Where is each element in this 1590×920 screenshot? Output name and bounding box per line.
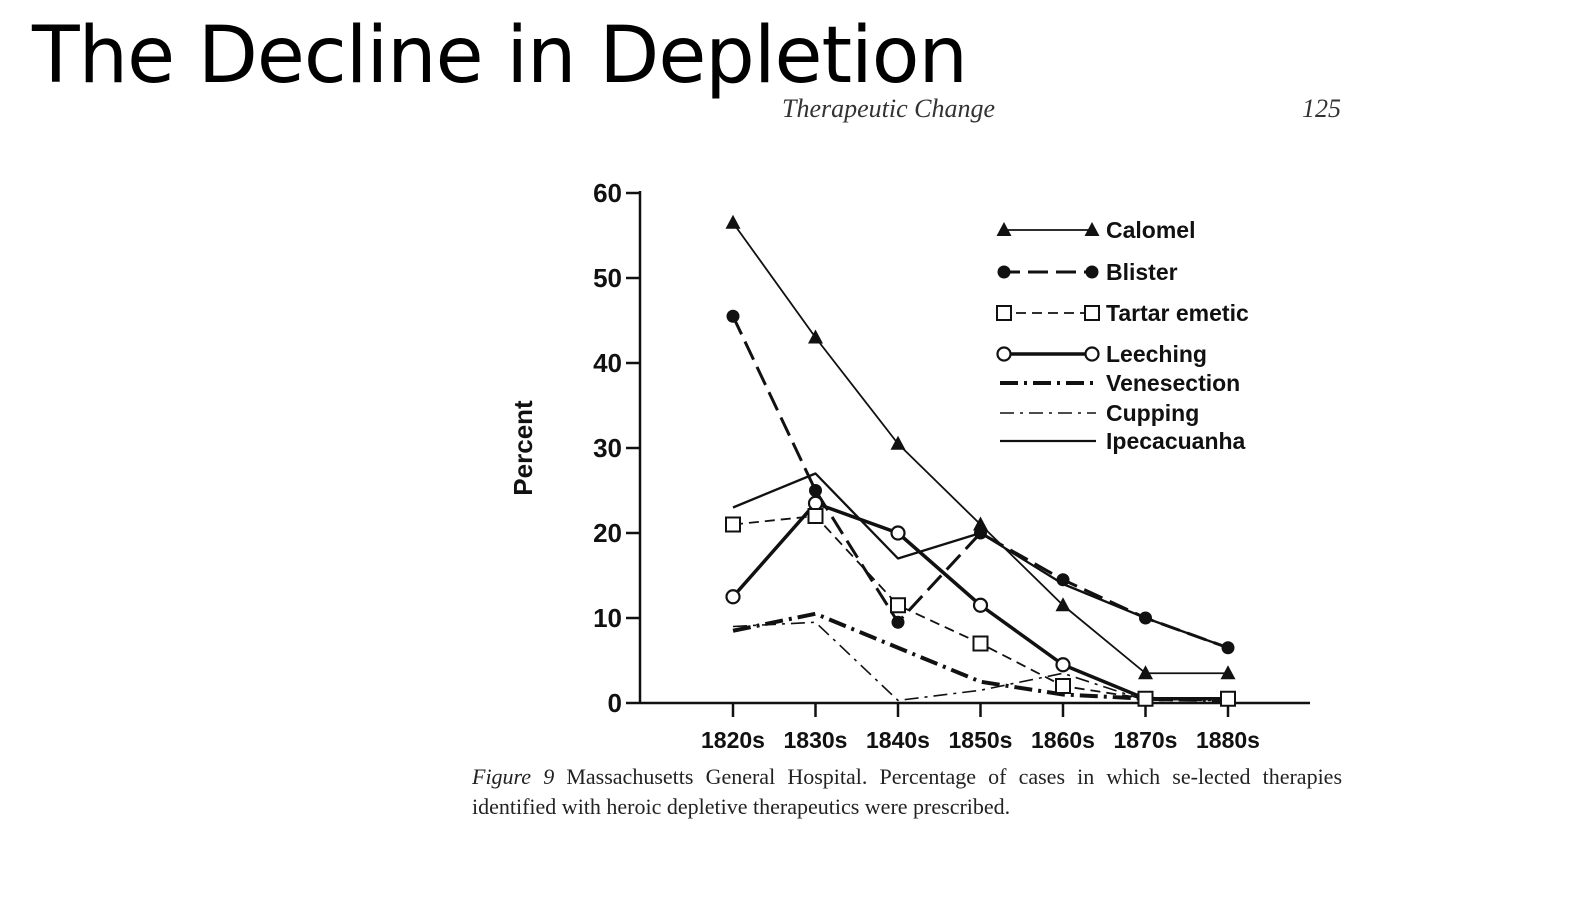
- legend-marker-tartar-emetic: [1084, 305, 1100, 321]
- point-leeching: [725, 589, 741, 605]
- x-tick-label: 1830s: [784, 727, 848, 753]
- page-number: 125: [1302, 94, 1341, 123]
- y-axis-label: Percent: [508, 400, 538, 496]
- point-calomel: [1220, 665, 1236, 680]
- x-tick-label: 1820s: [701, 727, 765, 753]
- legend-label-ipecacuanha: Ipecacuanha: [1106, 428, 1246, 454]
- point-calomel: [1055, 597, 1071, 612]
- point-calomel: [808, 329, 823, 344]
- legend-marker-leeching: [996, 346, 1012, 362]
- slide-title: The Decline in Depletion: [32, 11, 968, 101]
- figure-caption: Figure 9 Massachusetts General Hospital.…: [472, 762, 1342, 822]
- point-blister: [1139, 611, 1152, 625]
- point-leeching: [972, 597, 989, 613]
- point-blister: [809, 484, 822, 497]
- y-tick-label: 30: [593, 433, 622, 463]
- point-blister: [1221, 641, 1235, 655]
- x-tick-label: 1880s: [1196, 727, 1260, 753]
- point-leeching: [807, 495, 824, 511]
- figure-label: Figure 9: [472, 764, 555, 789]
- point-tartar-emetic: [1055, 678, 1071, 694]
- point-blister: [891, 615, 905, 629]
- legend-marker-blister: [1085, 265, 1099, 279]
- legend-label-calomel: Calomel: [1106, 217, 1195, 243]
- point-calomel: [1138, 665, 1153, 680]
- legend-marker-leeching: [1084, 346, 1100, 362]
- series-line-ipecacuanha: [732, 472, 1229, 649]
- y-tick-label: 0: [608, 688, 622, 718]
- legend-marker-calomel: [996, 222, 1012, 236]
- point-leeching: [890, 525, 906, 541]
- point-tartar-emetic: [890, 597, 906, 614]
- figure-caption-text: Massachusetts General Hospital. Percenta…: [472, 764, 1343, 819]
- x-tick-label: 1870s: [1114, 727, 1178, 753]
- x-tick-label: 1840s: [866, 727, 930, 753]
- y-tick-label: 10: [593, 603, 622, 633]
- legend-label-leeching: Leeching: [1106, 341, 1207, 367]
- y-tick-label: 60: [593, 178, 622, 208]
- point-tartar-emetic: [807, 508, 824, 524]
- series-line-cupping: [732, 621, 1228, 702]
- legend-marker-tartar-emetic: [996, 305, 1012, 321]
- y-tick-label: 20: [593, 518, 622, 548]
- legend-label-tartar-emetic: Tartar emetic: [1106, 300, 1249, 326]
- point-tartar-emetic: [725, 516, 741, 533]
- point-leeching: [1055, 657, 1071, 673]
- y-tick-label: 40: [593, 348, 622, 378]
- x-tick-label: 1860s: [1031, 727, 1095, 753]
- point-calomel: [725, 214, 741, 229]
- point-tartar-emetic: [1137, 690, 1154, 707]
- point-calomel: [973, 516, 988, 531]
- legend-label-cupping: Cupping: [1106, 400, 1199, 426]
- x-tick-label: 1850s: [949, 727, 1013, 753]
- running-head: Therapeutic Change: [782, 94, 996, 123]
- point-blister: [1056, 573, 1070, 587]
- legend-marker-blister: [997, 265, 1011, 279]
- point-tartar-emetic: [972, 635, 989, 652]
- legend-label-blister: Blister: [1106, 259, 1178, 285]
- y-tick-label: 50: [593, 263, 622, 293]
- legend-marker-calomel: [1084, 222, 1100, 236]
- legend-label-venesection: Venesection: [1106, 370, 1240, 396]
- point-tartar-emetic: [1220, 690, 1236, 707]
- series-line-venesection: [732, 611, 1229, 703]
- point-calomel: [890, 435, 906, 450]
- point-blister: [726, 309, 740, 323]
